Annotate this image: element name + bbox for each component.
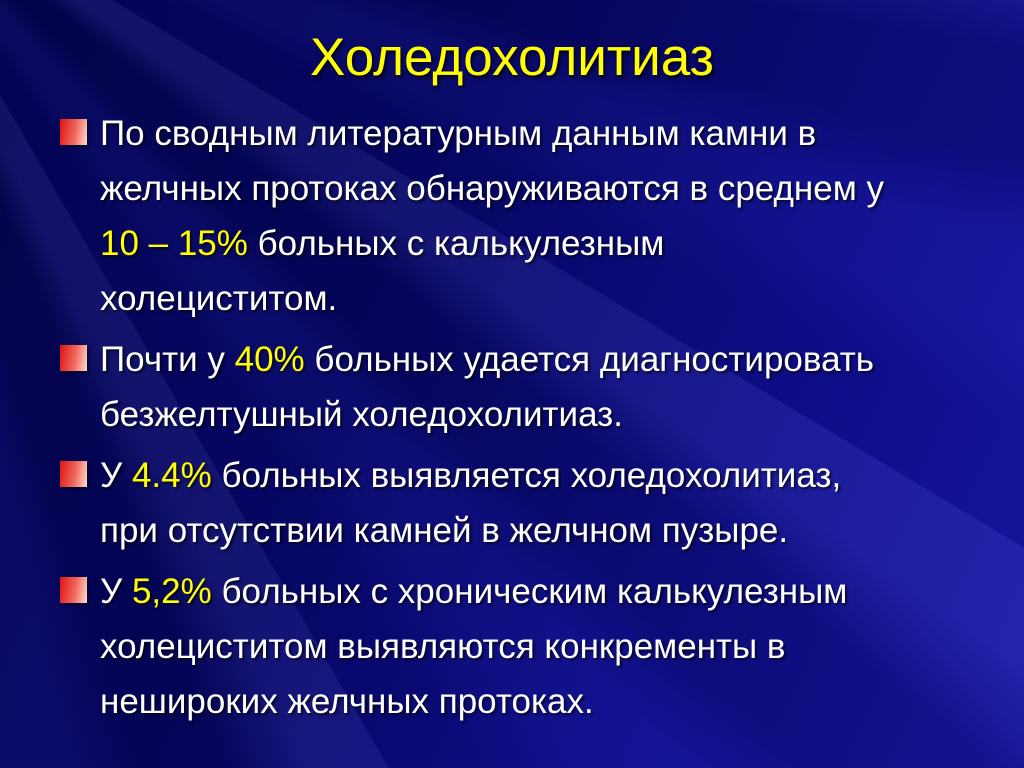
body-text-segment: Почти у — [100, 340, 235, 379]
bullet-list: По сводным литературным данным камни в ж… — [60, 106, 1004, 729]
bullet-square-icon — [60, 119, 87, 145]
body-text-segment: У — [100, 456, 132, 495]
bullet-item: У 5,2% больных с хроническим калькулезны… — [60, 564, 1004, 729]
body-text-segment: больных с хроническим калькулезным холец… — [100, 572, 848, 721]
body-text-segment: По сводным литературным данным камни в ж… — [100, 114, 884, 208]
highlight-percentage: 5,2% — [131, 572, 212, 611]
bullet-item: Почти у 40% больных удается диагностиров… — [60, 332, 1004, 442]
bullet-text: По сводным литературным данным камни в ж… — [100, 106, 884, 326]
highlight-percentage: 10 – 15% — [100, 224, 248, 263]
body-text-segment: больных выявляется холедохолитиаз, при о… — [100, 456, 842, 550]
bullet-text: Почти у 40% больных удается диагностиров… — [100, 332, 874, 442]
bullet-square-icon — [60, 345, 87, 371]
bullet-text: У 5,2% больных с хроническим калькулезны… — [100, 564, 847, 729]
bullet-item: У 4.4% больных выявляется холедохолитиаз… — [60, 448, 1004, 558]
highlight-percentage: 4.4% — [131, 456, 212, 495]
bullet-square-icon — [60, 461, 87, 487]
body-text-segment: У — [100, 572, 132, 611]
body-text-segment: больных с калькулезным холециститом. — [100, 224, 665, 318]
highlight-percentage: 40% — [234, 340, 305, 379]
body-text-segment: больных удается диагностировать безжелту… — [100, 340, 875, 434]
bullet-square-icon — [60, 577, 87, 603]
slide-title: Холедохолитиаз — [310, 28, 714, 87]
bullet-item: По сводным литературным данным камни в ж… — [60, 106, 1004, 326]
bullet-text: У 4.4% больных выявляется холедохолитиаз… — [100, 448, 841, 558]
